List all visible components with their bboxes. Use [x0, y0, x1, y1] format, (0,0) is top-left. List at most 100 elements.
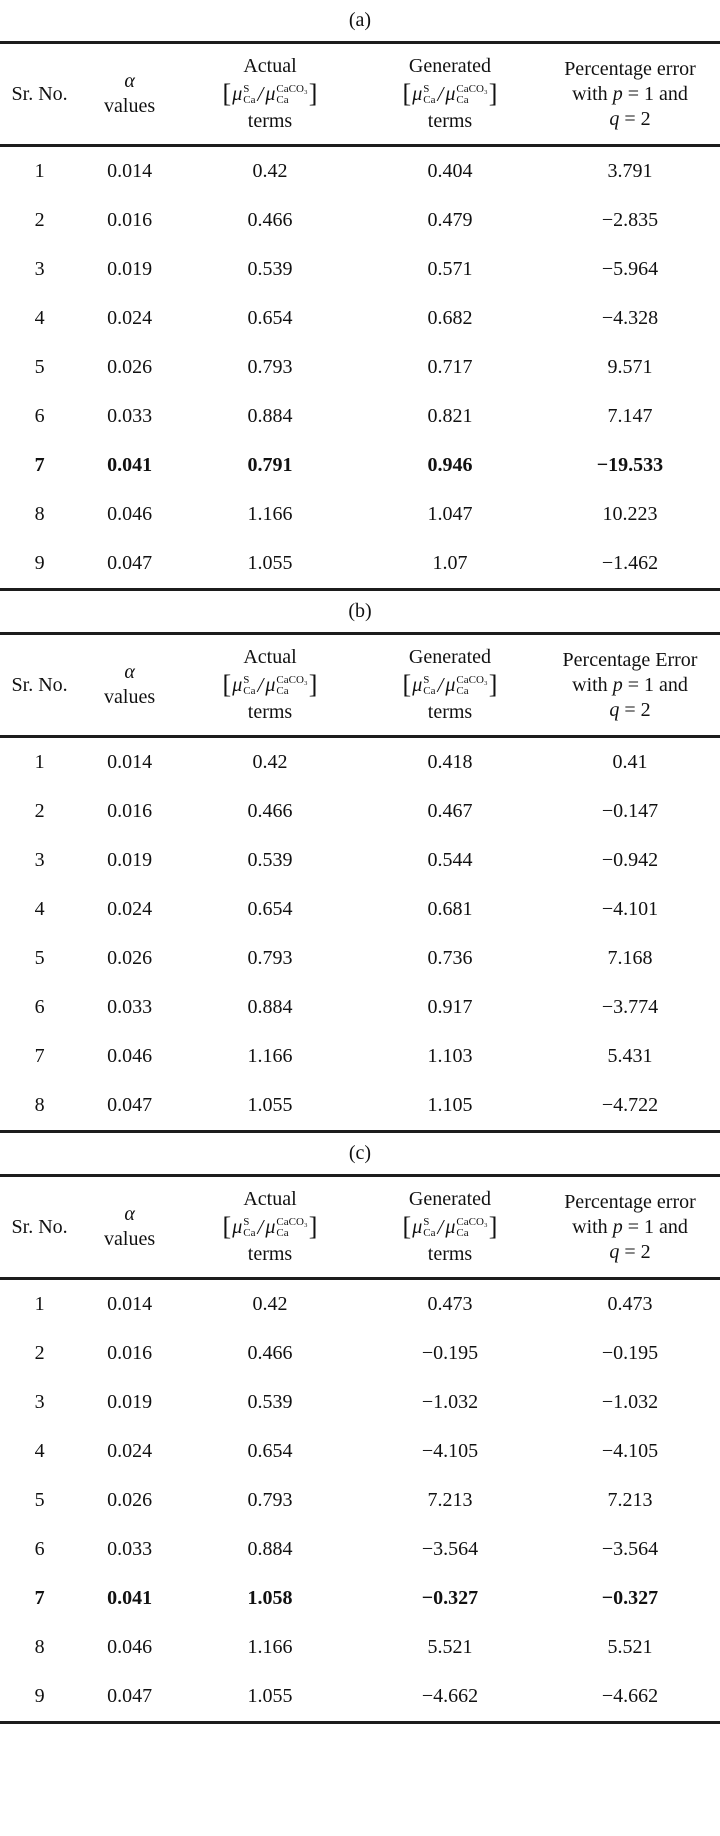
terms-label: terms [427, 701, 473, 723]
cell-alpha-value: 0.046 [107, 503, 153, 525]
cell-sr-no: 1 [34, 1293, 45, 1315]
subscript: Ca [276, 1227, 289, 1240]
table-row: 2 0.016 0.466 0.479 −2.835 [0, 196, 720, 245]
close-bracket: ] [488, 670, 498, 699]
percentage-error-line: Percentage Error [542, 648, 718, 673]
mu-scripts: CaCO₃ Ca [276, 84, 307, 106]
superscript: S [243, 83, 250, 96]
cell-actual-term: 0.539 [247, 1391, 293, 1413]
cell-generated-term: 0.544 [427, 849, 473, 871]
mu-term-denominator: μ CaCO₃ Ca [265, 670, 307, 700]
subscript: Ca [243, 685, 256, 698]
table-row: 3 0.019 0.539 0.571 −5.964 [0, 245, 720, 294]
table-row: 8 0.046 1.166 1.047 10.223 [0, 490, 720, 539]
table-section-a: (a) Sr. No. α values Actual[μ S Ca / μ CaCO₃ Ca] te… [0, 0, 720, 591]
subscript: Ca [456, 94, 469, 107]
cell-generated-term: 0.821 [427, 405, 473, 427]
superscript: CaCO₃ [456, 83, 488, 96]
mu-scripts: CaCO₃ Ca [276, 1217, 307, 1239]
open-bracket: [ [222, 670, 232, 699]
generated-label: Generated [408, 55, 492, 77]
mu-symbol: μ [232, 674, 243, 696]
alpha-symbol: α [124, 661, 135, 683]
table-row: 7 0.041 0.791 0.946 −19.533 [0, 441, 720, 490]
cell-alpha-value: 0.046 [107, 1636, 153, 1658]
close-bracket: ] [488, 1212, 498, 1241]
cell-sr-no: 8 [34, 1636, 45, 1658]
cell-generated-term: 1.103 [427, 1045, 473, 1067]
cell-percentage-error: −3.564 [601, 1538, 659, 1560]
cell-actual-term: 0.793 [247, 1489, 293, 1511]
formula-line: [μ S Ca / μ CaCO₃ Ca] [362, 79, 538, 109]
table-row: 5 0.026 0.793 0.736 7.168 [0, 934, 720, 983]
cell-percentage-error: −4.101 [601, 898, 659, 920]
cell-generated-term: 0.717 [427, 356, 473, 378]
header-text-segment: with [572, 673, 613, 696]
cell-generated-term: 1.105 [427, 1094, 473, 1116]
table-row: 5 0.026 0.793 0.717 9.571 [0, 343, 720, 392]
header-text-segment: Percentage Error [562, 648, 698, 671]
mu-scripts: S Ca [243, 675, 255, 697]
header-actual-terms: Actual[μ S Ca / μ CaCO₃ Ca] terms [180, 634, 360, 737]
table-row: 3 0.019 0.539 −1.032 −1.032 [0, 1378, 720, 1427]
open-bracket: [ [402, 670, 412, 699]
header-actual-terms: Actual[μ S Ca / μ CaCO₃ Ca] terms [180, 43, 360, 146]
cell-actual-term: 0.42 [252, 751, 288, 773]
table-row: 6 0.033 0.884 0.917 −3.774 [0, 983, 720, 1032]
cell-percentage-error: 9.571 [607, 356, 653, 378]
alpha-symbol: α [124, 1203, 135, 1225]
header-text-segment: = 1 and [622, 1215, 688, 1238]
cell-alpha-value: 0.033 [107, 996, 153, 1018]
cell-alpha-value: 0.047 [107, 1685, 153, 1707]
cell-actual-term: 0.884 [247, 996, 293, 1018]
variable-symbol: p [612, 1215, 623, 1238]
superscript: CaCO₃ [276, 83, 308, 96]
divide-slash: / [257, 1215, 264, 1239]
mu-ratio-formula: [μ S Ca / μ CaCO₃ Ca] [402, 1212, 499, 1242]
header-percentage-error: Percentage error with p = 1 and q = 2 [540, 1176, 720, 1279]
cell-actual-term: 0.884 [247, 1538, 293, 1560]
table-row: 2 0.016 0.466 0.467 −0.147 [0, 787, 720, 836]
subscript: Ca [423, 94, 436, 107]
superscript: S [423, 83, 430, 96]
cell-alpha-value: 0.024 [107, 898, 153, 920]
subscript: Ca [243, 1227, 256, 1240]
subscript: Ca [423, 685, 436, 698]
close-bracket: ] [488, 79, 498, 108]
mu-scripts: S Ca [243, 84, 255, 106]
superscript: S [243, 1216, 250, 1229]
cell-generated-term: 0.473 [427, 1293, 473, 1315]
cell-generated-term: 1.047 [427, 503, 473, 525]
table-row: 4 0.024 0.654 0.681 −4.101 [0, 885, 720, 934]
cell-actual-term: 0.654 [247, 898, 293, 920]
percentage-error-line: q = 2 [542, 1240, 718, 1265]
cell-percentage-error: −1.032 [601, 1391, 659, 1413]
cell-sr-no: 7 [34, 1045, 45, 1067]
header-text-segment: = 2 [619, 1240, 651, 1263]
mu-scripts: CaCO₃ Ca [276, 675, 307, 697]
actual-label: Actual [243, 646, 297, 668]
cell-actual-term: 0.654 [247, 307, 293, 329]
cell-percentage-error: −0.195 [601, 1342, 659, 1364]
cell-alpha-value: 0.019 [107, 1391, 153, 1413]
table-header: Sr. No. α values Actual[μ S Ca / μ CaCO₃ Ca] terms… [0, 1176, 720, 1279]
data-table: Sr. No. α values Actual[μ S Ca / μ CaCO₃ Ca] terms… [0, 1174, 720, 1724]
header-sr-no: Sr. No. [11, 673, 68, 696]
table-row: 9 0.047 1.055 −4.662 −4.662 [0, 1672, 720, 1723]
header-alpha-values: α values [79, 1176, 180, 1279]
mu-term-denominator: μ CaCO₃ Ca [445, 79, 487, 109]
mu-term-numerator: μ S Ca [232, 1212, 255, 1242]
cell-actual-term: 1.058 [247, 1587, 293, 1609]
cell-sr-no: 2 [34, 1342, 45, 1364]
header-percentage-error: Percentage error with p = 1 and q = 2 [540, 43, 720, 146]
formula-line: [μ S Ca / μ CaCO₃ Ca] [182, 670, 358, 700]
table-row: 4 0.024 0.654 −4.105 −4.105 [0, 1427, 720, 1476]
table-body: 1 0.014 0.42 0.473 0.473 2 0.016 0.466 −0.195 −0.… [0, 1279, 720, 1723]
cell-sr-no: 5 [34, 1489, 45, 1511]
cell-generated-term: −4.662 [421, 1685, 479, 1707]
document: (a) Sr. No. α values Actual[μ S Ca / μ CaCO₃ Ca] te… [0, 0, 720, 1724]
table-header: Sr. No. α values Actual[μ S Ca / μ CaCO₃ Ca] terms… [0, 43, 720, 146]
cell-sr-no: 4 [34, 307, 45, 329]
cell-actual-term: 1.055 [247, 1094, 293, 1116]
cell-actual-term: 0.793 [247, 947, 293, 969]
